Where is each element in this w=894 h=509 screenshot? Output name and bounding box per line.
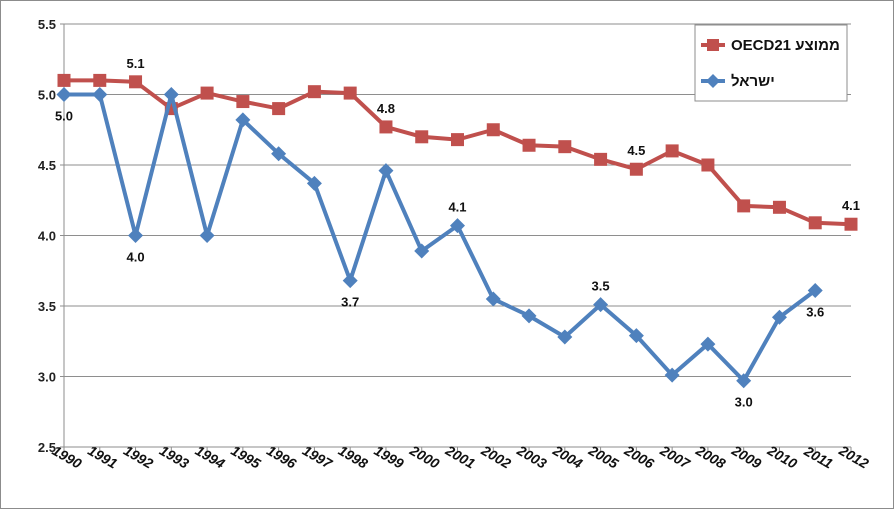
legend-entry: ממוצע OECD21 (701, 37, 840, 54)
data-point (272, 102, 286, 116)
data-point (56, 87, 72, 102)
data-point (700, 336, 716, 352)
x-tick-label: 2007 (657, 442, 694, 473)
data-point (450, 218, 465, 234)
data-point (737, 199, 751, 213)
series-line (64, 92, 817, 383)
data-point (199, 228, 215, 243)
data-point (451, 133, 464, 147)
data-point (521, 308, 537, 324)
data-label: 3.7 (341, 295, 359, 310)
data-point (844, 217, 858, 231)
data-point (629, 162, 643, 176)
data-point (485, 291, 501, 307)
data-label: 5.1 (127, 56, 145, 71)
data-point (665, 144, 679, 158)
data-point (415, 130, 429, 144)
x-tick-label: 2005 (585, 442, 621, 472)
data-point (558, 140, 572, 154)
data-point (128, 228, 144, 243)
data-point (486, 123, 500, 137)
data-point (414, 243, 430, 259)
legend-entry: ישראל (701, 73, 775, 90)
data-point (57, 73, 71, 87)
y-tick-label: 3.0 (38, 370, 56, 385)
data-point (93, 73, 107, 87)
legend-marker (707, 39, 719, 51)
series-oecd (57, 73, 858, 231)
data-point (594, 152, 608, 166)
series-layer (56, 73, 858, 389)
x-tick-label: 2000 (406, 442, 442, 472)
legend-box (694, 24, 848, 102)
x-tick-label: 2006 (621, 442, 657, 472)
data-point (236, 95, 250, 109)
legend-label: ישראל (731, 73, 775, 90)
data-point (628, 328, 644, 344)
data-label: 3.0 (735, 395, 753, 410)
data-labels: 5.1 4.8 4.5 4.1 5.0 4.0 3.7 4.1 3.5 3.0 3.6 (55, 56, 860, 410)
legend: ממוצע OECD21 ישראל (694, 24, 848, 102)
x-tick-label: 2010 (764, 442, 800, 472)
data-point (557, 329, 573, 345)
x-tick-label: 2004 (549, 442, 585, 472)
data-point (342, 273, 358, 289)
y-tick-label: 2.5 (38, 440, 56, 455)
data-label: 4.5 (627, 143, 645, 158)
data-point (701, 158, 715, 172)
data-point (771, 309, 787, 325)
x-tick-label: 2002 (478, 442, 514, 472)
y-axis: 2.5 3.0 3.5 4.0 4.5 5.0 5.5 (38, 17, 65, 455)
y-tick-label: 5.0 (38, 88, 56, 103)
data-point (378, 163, 394, 179)
data-label: 3.5 (592, 279, 610, 294)
data-point (235, 112, 251, 128)
data-point (307, 85, 321, 99)
series-israel (56, 87, 823, 389)
x-axis: 1990 1991 1992 1993 1994 1995 1996 1997 1998 1999… (50, 442, 872, 473)
data-point (343, 86, 357, 100)
data-point (593, 297, 609, 313)
data-label: 4.0 (127, 250, 145, 265)
data-label: 3.6 (806, 304, 824, 319)
legend-label: ממוצע OECD21 (731, 37, 840, 54)
data-point (772, 200, 786, 214)
x-tick-label: 2008 (693, 442, 729, 472)
data-point (200, 86, 214, 100)
y-tick-label: 4.5 (38, 158, 56, 173)
data-point (736, 373, 752, 389)
legend-marker (706, 74, 720, 88)
x-tick-label: 2012 (836, 442, 872, 472)
y-tick-label: 3.5 (38, 299, 56, 314)
data-label: 5.0 (55, 109, 73, 124)
data-point (129, 75, 143, 89)
data-point (522, 138, 536, 152)
y-tick-label: 5.5 (38, 17, 56, 32)
data-point (807, 282, 823, 298)
data-point (163, 87, 179, 102)
data-point (271, 146, 287, 162)
grid-lines (64, 23, 851, 448)
data-point (92, 87, 108, 102)
data-label: 4.1 (448, 200, 466, 215)
data-label: 4.8 (377, 101, 395, 116)
data-point (664, 367, 680, 383)
data-point (808, 216, 822, 230)
data-point (306, 175, 322, 191)
x-tick-label: 2001 (442, 442, 478, 472)
x-tick-label: 2009 (728, 442, 764, 472)
data-label: 4.1 (842, 198, 860, 213)
data-point (379, 120, 393, 134)
y-tick-label: 4.0 (38, 229, 56, 244)
x-tick-label: 2003 (514, 442, 550, 472)
